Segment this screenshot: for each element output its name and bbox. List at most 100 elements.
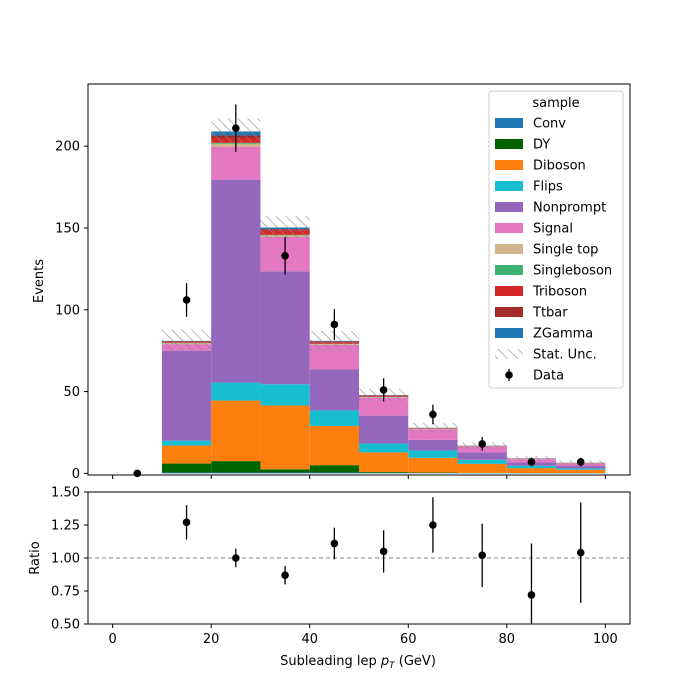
legend-box (488, 90, 624, 389)
x-tick-label: 0 (108, 632, 116, 647)
stat-unc-box (260, 216, 310, 239)
legend-label: Signal (533, 222, 573, 237)
legend-swatch (495, 202, 523, 212)
ratio-axes-frame (87, 491, 631, 625)
bar-segment (260, 384, 310, 406)
bar-segment (211, 400, 261, 462)
x-axis-label: Subleading lep pT (GeV) (280, 654, 436, 671)
ratio-point (182, 518, 191, 527)
legend-label: Single top (533, 243, 598, 258)
bar-segment (309, 472, 359, 474)
ratio-point (429, 521, 437, 529)
x-tick-label: 100 (593, 632, 618, 647)
legend-label: Conv (533, 117, 566, 132)
ratio-point (527, 591, 536, 599)
ratio-y-tick-label: 0.75 (51, 585, 80, 600)
legend: sample Conv DY Diboson Flips Nonprompt Signal S… (488, 90, 624, 389)
legend-item: ZGamma (495, 327, 593, 342)
bar-segment (556, 469, 606, 474)
legend-item: Triboson (495, 285, 587, 300)
data-point (232, 124, 240, 132)
legend-swatch (495, 349, 523, 359)
legend-item: Single top (495, 243, 598, 258)
ratio-point (281, 571, 289, 579)
x-tick-label: 20 (203, 632, 220, 647)
bar-segment (309, 410, 359, 426)
bar-segment (211, 146, 261, 180)
bar-segment (457, 459, 507, 464)
ratio-point (232, 554, 240, 562)
series-dy (161, 461, 606, 474)
bar-segment (309, 369, 359, 411)
main-panel: 0 50 100 150 200 (55, 83, 631, 482)
bar-segment (457, 452, 507, 460)
bar-segment (161, 445, 212, 464)
ratio-point (379, 547, 388, 556)
y-tick-label: 150 (55, 221, 80, 236)
bar-segment (408, 450, 458, 458)
bar-segment (408, 439, 458, 451)
legend-item: DY (495, 138, 550, 153)
stat-unc-box (408, 422, 458, 433)
legend-item: Singleboson (495, 264, 612, 279)
legend-label: DY (533, 138, 550, 153)
data-point (182, 296, 191, 304)
ratio-y-axis-label: Ratio (28, 541, 43, 574)
bar-segment (359, 472, 409, 473)
legend-swatch (495, 223, 523, 233)
bar-segment (260, 472, 310, 474)
legend-item: Ttbar (495, 306, 568, 321)
bar-segment (359, 415, 409, 444)
y-tick-label: 0 (72, 467, 80, 482)
series-diboson (161, 400, 606, 474)
legend-swatch (505, 371, 513, 379)
bar-segment (161, 350, 212, 441)
bar-segment (161, 472, 212, 474)
data-point (281, 251, 289, 260)
bar-segment (408, 429, 458, 440)
y-axis-label: Events (32, 259, 47, 303)
legend-item: Stat. Unc. (495, 348, 597, 363)
legend-item: Diboson (495, 159, 586, 174)
ratio-y-tick-label: 1.00 (51, 552, 80, 567)
stat-unc-box (161, 329, 212, 353)
legend-label: Flips (533, 180, 563, 195)
bar-segment (309, 465, 359, 473)
bar-segment (408, 457, 458, 473)
data-point (478, 440, 486, 448)
bar-segment (161, 440, 212, 446)
legend-item: Nonprompt (495, 201, 606, 216)
legend-swatch (495, 328, 523, 338)
bar-segment (211, 461, 261, 473)
x-tick-label: 60 (400, 632, 417, 647)
main-axes-frame (87, 83, 631, 476)
series-conv (161, 472, 606, 474)
bar-segment (556, 466, 606, 469)
x-tick-label: 80 (499, 632, 516, 647)
legend-label: ZGamma (533, 327, 593, 342)
data-point (576, 458, 585, 466)
y-tick-label: 200 (55, 140, 80, 155)
legend-label: Diboson (533, 159, 586, 174)
ratio-panel: 0.50 0.75 1.00 1.25 1.50 0 20 40 60 80 100 (51, 486, 631, 647)
data-point (133, 469, 142, 478)
legend-label: Stat. Unc. (533, 348, 597, 363)
data-point (429, 410, 437, 419)
legend-label: Singleboson (533, 264, 612, 279)
bar-segment (359, 452, 409, 473)
legend-swatch (495, 307, 523, 317)
bar-segment (161, 463, 212, 473)
legend-swatch (495, 139, 523, 149)
legend-swatch (495, 160, 523, 170)
ratio-point (478, 551, 486, 560)
y-tick-label: 100 (55, 303, 80, 318)
legend-label: Data (533, 369, 564, 384)
legend-swatch (495, 244, 523, 254)
bar-segment (260, 271, 310, 385)
x-tick-label: 40 (301, 632, 318, 647)
bar-segment (211, 472, 261, 474)
y-tick-label: 50 (63, 385, 80, 400)
ratio-point (330, 539, 339, 548)
bar-segment (359, 397, 409, 416)
